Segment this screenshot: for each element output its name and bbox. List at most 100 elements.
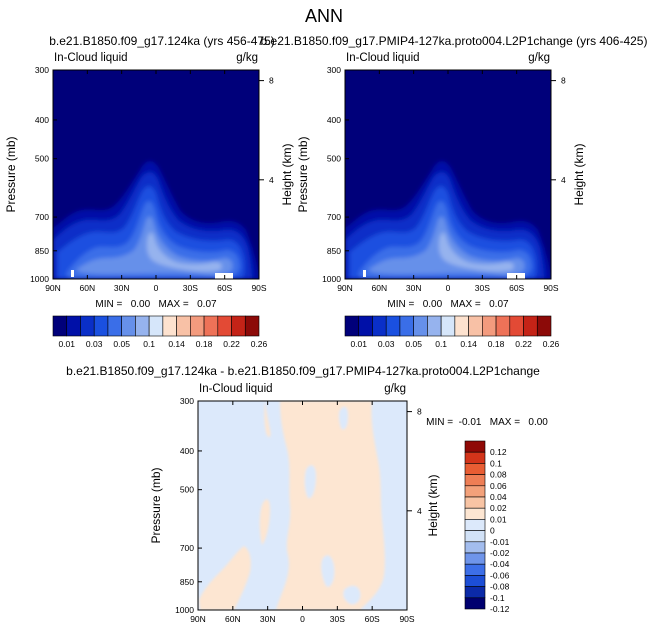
x-tick-label: 0 (300, 614, 305, 624)
colorbar-label: 0.14 (460, 339, 477, 349)
panel-b-ylabel: Pressure (mb) (296, 136, 310, 212)
panel-b-colorbar: 0.01 0.03 0.05 0.1 0.14 0.18 0.22 0.26 (344, 315, 560, 349)
colorbar-label: -0.1 (490, 593, 505, 603)
colorbar-box (148, 315, 164, 337)
y-tick-label: 500 (35, 154, 49, 164)
y-tick-label: 300 (327, 65, 341, 75)
panel-a-ylabel-right: Height (km) (280, 143, 294, 205)
colorbar-box (162, 315, 177, 337)
colorbar-label: 0.01 (350, 339, 367, 349)
colorbar-label: 0.22 (515, 339, 532, 349)
colorbar-box (468, 315, 483, 337)
colorbar-box (464, 485, 486, 498)
y-tick-label: 700 (35, 212, 49, 222)
colorbar-label: 0.26 (251, 339, 268, 349)
missing-data (215, 273, 233, 279)
y-tick-label: 700 (327, 212, 341, 222)
colorbar-label: 0.01 (490, 514, 507, 524)
missing-data (363, 270, 366, 277)
panel-c-stats: MIN = -0.01 MAX = 0.00 (426, 417, 548, 428)
colorbar-box (464, 440, 486, 453)
panel-c-ylabel: Pressure (mb) (149, 467, 163, 543)
colorbar-box (217, 315, 232, 337)
x-tick-label: 30S (183, 283, 198, 293)
panel-a-title: b.e21.B1850.f09_g17.124ka (yrs 456-475) (49, 34, 275, 48)
panel-c-colorbar: 0.120.10.080.060.040.020.010-0.01-0.02-0… (464, 440, 510, 614)
x-tick-label: 60N (225, 614, 241, 624)
colorbar-label: 0.22 (223, 339, 240, 349)
y-tick-label: 1000 (30, 274, 49, 284)
colorbar-label: -0.04 (490, 559, 510, 569)
colorbar-label: 0.05 (405, 339, 422, 349)
colorbar-box (358, 315, 373, 337)
right-tick-label: 4 (561, 175, 566, 185)
y-tick-label: 850 (327, 246, 341, 256)
colorbar-box (464, 530, 486, 543)
x-tick-label: 60S (365, 614, 380, 624)
negative-patch (338, 406, 348, 430)
right-tick-label: 8 (561, 76, 566, 86)
x-tick-label: 30S (330, 614, 345, 624)
panel-a-stats: MIN = 0.00 MAX = 0.07 (95, 299, 217, 310)
panel-b-ylabel-right: Height (km) (572, 143, 586, 205)
contour-level-6 (438, 232, 514, 272)
colorbar-label: 0.05 (113, 339, 130, 349)
colorbar-box (190, 315, 205, 337)
x-tick-label: 30N (114, 283, 130, 293)
colorbar-label: -0.01 (490, 537, 510, 547)
colorbar-box (135, 315, 150, 337)
colorbar-box (464, 597, 486, 610)
y-tick-label: 300 (35, 65, 49, 75)
colorbar-label: 0.1 (490, 458, 502, 468)
colorbar-label: 0.04 (490, 492, 507, 502)
x-tick-label: 90S (399, 614, 414, 624)
colorbar-box (231, 315, 246, 337)
colorbar-label: -0.06 (490, 570, 510, 580)
colorbar-box (464, 575, 486, 587)
colorbar-label: 0.03 (378, 339, 395, 349)
panel-b-axes: 90N 60N 30N 0 30S 60S 90S 300 400 500 700 850 1000 8 4 (322, 65, 566, 293)
y-tick-label: 700 (180, 543, 194, 553)
y-tick-label: 850 (180, 577, 194, 587)
positive-region (276, 401, 385, 610)
y-tick-label: 400 (180, 446, 194, 456)
panel-c-title: b.e21.B1850.f09_g17.124ka - b.e21.B1850.… (66, 364, 540, 378)
colorbar-box (344, 315, 360, 337)
panel-b-stats: MIN = 0.00 MAX = 0.07 (387, 299, 509, 310)
colorbar-label: 0.1 (435, 339, 447, 349)
colorbar-box (454, 315, 469, 337)
panel-a-ylabel: Pressure (mb) (4, 136, 18, 212)
negative-patch (304, 465, 316, 499)
x-tick-label: 60N (372, 283, 388, 293)
colorbar-box (509, 315, 524, 337)
missing-data (71, 270, 74, 277)
colorbar-box (176, 315, 191, 337)
panel-b-field (345, 70, 551, 279)
colorbar-label: -0.12 (490, 604, 510, 614)
colorbar-label: 0.02 (490, 503, 507, 513)
positive-patch (264, 401, 271, 438)
colorbar-box (244, 315, 260, 337)
panel-a-field (53, 70, 259, 279)
panel-c: b.e21.B1850.f09_g17.124ka - b.e21.B1850.… (66, 364, 548, 624)
right-tick-label: 8 (269, 76, 274, 86)
panel-c-ylabel-right: Height (km) (426, 474, 440, 536)
colorbar-box (121, 315, 136, 337)
panel-c-left-label: In-Cloud liquid (199, 383, 273, 395)
colorbar-label: 0.14 (168, 339, 185, 349)
right-tick-label: 8 (417, 407, 422, 417)
x-tick-label: 90N (337, 283, 353, 293)
x-tick-label: 90N (45, 283, 61, 293)
y-tick-label: 850 (35, 246, 49, 256)
panel-a-axes: 90N 60N 30N 0 30S 60S 90S 300 400 500 700 850 1000 8 4 (30, 65, 274, 293)
colorbar-box (464, 474, 486, 487)
colorbar-box (385, 315, 401, 337)
colorbar-box (464, 463, 486, 475)
figure-title: ANN (305, 6, 343, 26)
colorbar-box (80, 315, 95, 337)
colorbar-label: 0.12 (490, 447, 507, 457)
colorbar-box (413, 315, 428, 337)
colorbar-label: 0 (490, 526, 495, 536)
colorbar-label: -0.08 (490, 582, 510, 592)
